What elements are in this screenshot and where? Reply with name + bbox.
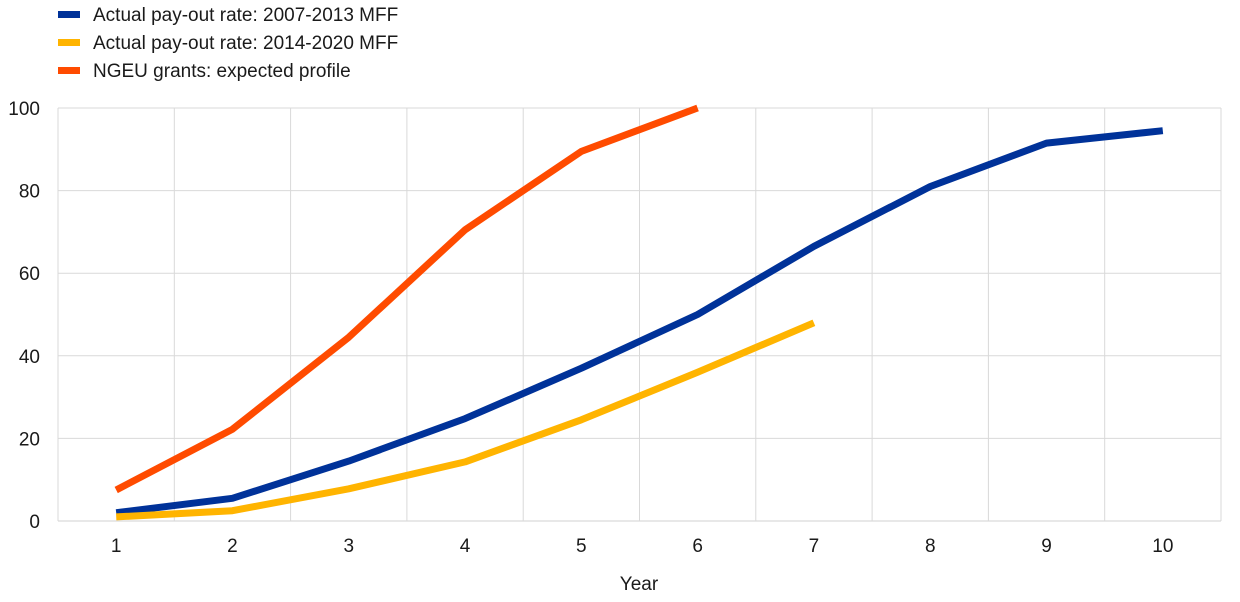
x-tick-label-0: 1 — [111, 536, 122, 557]
series-lines — [114, 104, 1164, 521]
y-tick-label-3: 60 — [19, 264, 40, 285]
legend-label-1: Actual pay-out rate: 2014-2020 MFF — [93, 33, 398, 54]
legend-swatch-0 — [58, 11, 80, 18]
x-tick-label-8: 9 — [1041, 536, 1052, 557]
gridlines — [57, 107, 1222, 522]
x-axis-ticks: 1 2 3 4 5 6 7 8 9 10 — [111, 536, 1174, 557]
series-line-0 — [115, 127, 1164, 517]
x-tick-label-1: 2 — [227, 536, 238, 557]
x-axis-label: Year — [620, 574, 659, 595]
x-tick-label-3: 4 — [460, 536, 471, 557]
legend-label-0: Actual pay-out rate: 2007-2013 MFF — [93, 5, 398, 26]
x-tick-label-4: 5 — [576, 536, 587, 557]
legend-swatch-1 — [58, 39, 80, 46]
series-line-2 — [114, 104, 699, 494]
x-tick-label-7: 8 — [925, 536, 936, 557]
x-tick-label-2: 3 — [343, 536, 354, 557]
y-tick-label-5: 100 — [8, 99, 40, 120]
y-tick-label-4: 80 — [19, 182, 40, 203]
series-line-1 — [116, 319, 816, 521]
y-tick-label-1: 20 — [19, 429, 40, 450]
y-axis-ticks: 0 20 40 60 80 100 — [8, 99, 40, 533]
legend: Actual pay-out rate: 2007-2013 MFF Actual… — [58, 5, 398, 82]
legend-label-2: NGEU grants: expected profile — [93, 61, 351, 82]
y-tick-label-2: 40 — [19, 347, 40, 368]
x-tick-label-5: 6 — [692, 536, 703, 557]
y-tick-label-0: 0 — [29, 512, 40, 533]
legend-swatch-2 — [58, 67, 80, 74]
x-tick-label-9: 10 — [1152, 536, 1173, 557]
x-tick-label-6: 7 — [809, 536, 820, 557]
